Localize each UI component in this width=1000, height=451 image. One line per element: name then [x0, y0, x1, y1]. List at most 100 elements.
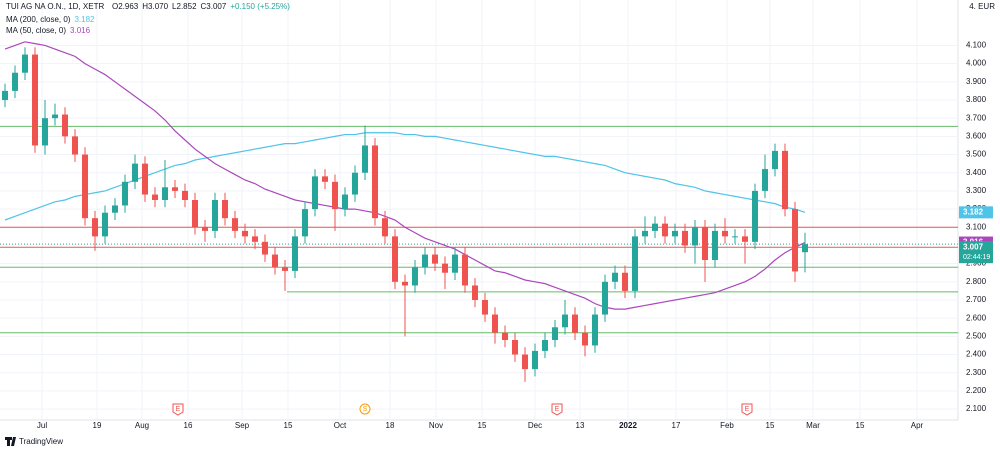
candle-body [182, 190, 188, 200]
candle-body [552, 327, 558, 340]
event-marker [741, 403, 753, 416]
x-tick-label: 18 [386, 421, 395, 430]
candle-body [632, 236, 638, 291]
ma50-name: MA (50, close, 0) [6, 26, 66, 35]
x-tick-label: Sep [235, 421, 250, 430]
y-tick-label: 2.200 [966, 386, 987, 395]
ohlc-value: +0.150 (+5.25%) [230, 2, 290, 11]
ma-line [4, 41, 806, 310]
candle-body [202, 227, 208, 231]
event-label: E [176, 406, 181, 413]
candle-body [452, 254, 458, 273]
candle-body [42, 118, 48, 146]
candle-body [252, 236, 258, 242]
labels: 2.100 2.200 2.300 2.400 2.500 2.600 2.700 2.800… [37, 41, 993, 430]
candle-body [792, 209, 798, 272]
candle-body [652, 223, 658, 231]
y-tick-label: 2.600 [966, 313, 987, 322]
candle-body [292, 236, 298, 271]
x-tick-label: Feb [720, 421, 734, 430]
last-price-label: 3.007 [963, 242, 984, 251]
candle-body [622, 272, 628, 291]
y-tick-label: 3.600 [966, 131, 987, 140]
candle-body [712, 230, 718, 260]
candle-body [382, 218, 388, 237]
candle-body [422, 254, 428, 268]
candle-body [702, 227, 708, 260]
y-tick-label: 3.700 [966, 113, 987, 122]
candle-body [92, 218, 98, 237]
x-tick-label: 15 [766, 421, 775, 430]
candle-body [102, 212, 108, 237]
event-marker [551, 403, 563, 416]
candle-body [762, 169, 768, 191]
candle-body [802, 244, 808, 253]
ma-value: 3.016 [70, 26, 91, 35]
candle-body [232, 218, 238, 231]
candle-body [282, 267, 288, 271]
marks [2, 41, 808, 382]
brand: TradingView [5, 437, 63, 446]
candle-body [342, 194, 348, 210]
candle-body [82, 154, 88, 219]
candle-body [192, 200, 198, 228]
x-tick-label: Dec [528, 421, 542, 430]
candle-body [462, 254, 468, 286]
candle-body [152, 194, 158, 200]
candle-body [272, 254, 278, 268]
candle-body [302, 209, 308, 237]
candle-body [642, 230, 648, 237]
event-marker [359, 403, 371, 415]
ma-line [4, 132, 806, 221]
candle-body [52, 114, 58, 119]
candle-body [162, 187, 168, 200]
candle-body [562, 314, 568, 328]
y-tick-label: 2.400 [966, 350, 987, 359]
x-tick-label: 13 [576, 421, 585, 430]
ohlc-value: O2.963 [112, 2, 139, 11]
candle-body [2, 90, 8, 100]
candle-body [672, 230, 678, 237]
candle-body [112, 205, 118, 213]
x-tick-label: Mar [806, 421, 820, 430]
candle-body [392, 236, 398, 282]
candle-body [532, 350, 538, 370]
x-tick-label: Jul [37, 421, 47, 430]
candle-body [782, 150, 788, 210]
y-tick-label: 2.500 [966, 331, 987, 340]
candle-body [432, 254, 438, 264]
candle-body [472, 285, 478, 300]
candle-body [682, 230, 688, 246]
ma-value: 3.182 [74, 15, 95, 24]
x-tick-label: Aug [135, 421, 149, 430]
header: TUI AG NA O.N., 1D, XETR MA (200, close,… [6, 2, 104, 35]
candle-body [12, 72, 18, 91]
event-label: E [555, 406, 560, 413]
last-price-bg [959, 241, 993, 264]
candle-body [262, 241, 268, 255]
ma200-price-label-bg [959, 206, 993, 219]
y-tick-label: 3.900 [966, 77, 987, 86]
ohlc-value: C3.007 [201, 2, 227, 11]
candle-body [242, 230, 248, 237]
candle-body [402, 281, 408, 286]
candle-body [372, 145, 378, 219]
candle-body [572, 314, 578, 333]
candle-body [522, 354, 528, 370]
candle-body [662, 223, 668, 237]
x-tick-label: 15 [478, 421, 487, 430]
candle-body [312, 176, 318, 210]
candle-body [332, 181, 338, 210]
x-tick-label: Oct [334, 421, 347, 430]
candle-body [222, 200, 228, 219]
y-tick-label: 2.800 [966, 277, 987, 286]
candle-body [442, 263, 448, 273]
y-tick-label: 2.100 [966, 404, 987, 413]
candle-body [512, 340, 518, 355]
candle-body [22, 54, 28, 73]
y-tick-label: 2.300 [966, 368, 987, 377]
y-tick-label: 3.300 [966, 186, 987, 195]
candle-body [492, 314, 498, 333]
currency-label: 4. EUR [969, 2, 995, 11]
